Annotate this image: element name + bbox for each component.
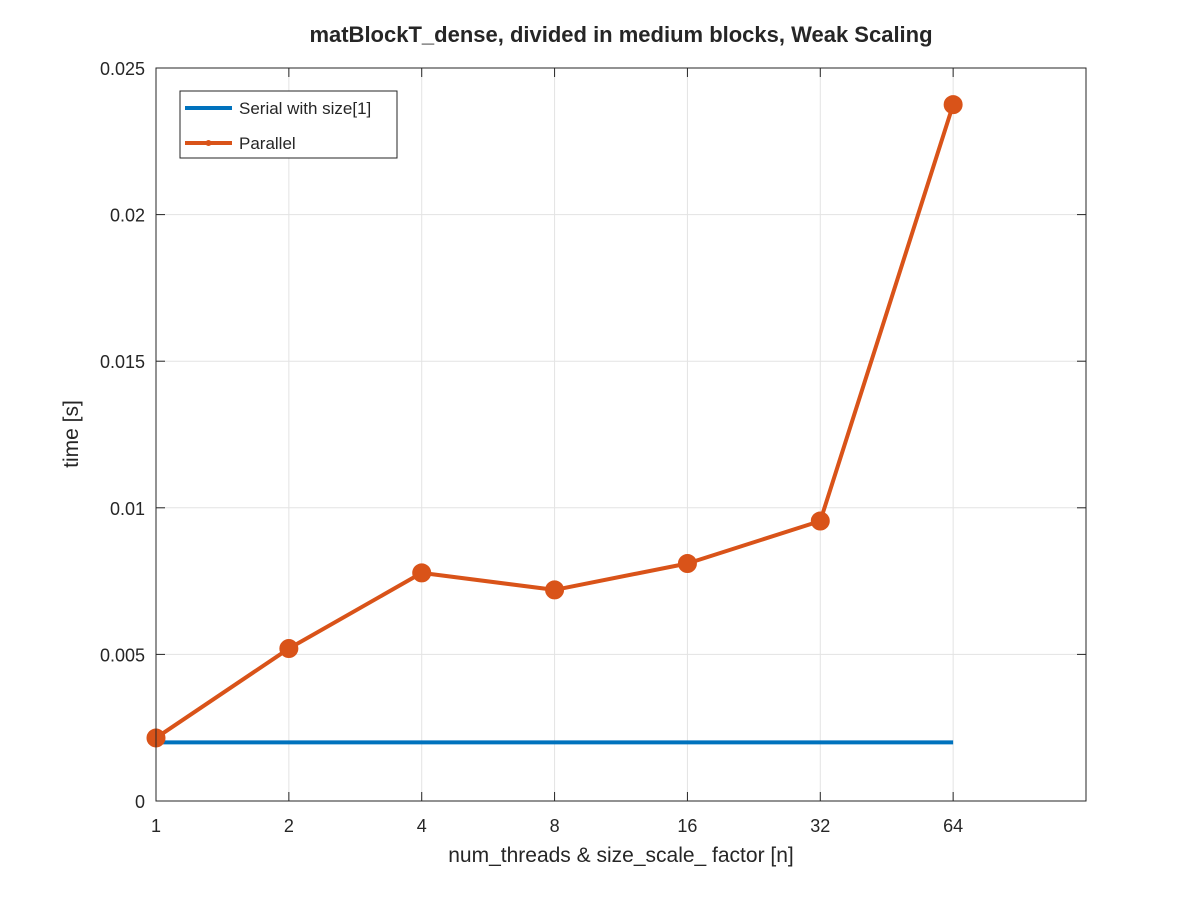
legend-label-serial: Serial with size[1]: [239, 99, 371, 118]
x-tick-label: 8: [550, 816, 560, 836]
series-layer: [146, 95, 963, 748]
y-tick-label: 0.01: [110, 499, 145, 519]
legend-marker-parallel: [205, 140, 212, 146]
axis-ticks: [155, 67, 1086, 802]
legend-box: [179, 90, 398, 159]
y-tick-label: 0.005: [100, 645, 145, 665]
data-point-1: [545, 580, 565, 600]
y-tick-label: 0.025: [100, 59, 145, 79]
y-axis-label: time [s]: [60, 400, 83, 468]
data-point-1: [279, 639, 299, 659]
x-tick-label: 4: [417, 816, 427, 836]
plot-frame: [155, 67, 1087, 802]
data-point-1: [943, 95, 963, 115]
axis-tick-labels: 1 2 4 8 16 32 64 0 0.005 0.01 0.015 0.02 0.025: [100, 59, 963, 836]
legend-label-parallel: Parallel: [239, 134, 296, 153]
x-tick-label: 1: [151, 816, 161, 836]
y-tick-label: 0.02: [110, 206, 145, 226]
plot-area: [156, 68, 1086, 801]
x-tick-label: 64: [943, 816, 963, 836]
x-axis-label: num_threads & size_scale_ factor [n]: [448, 844, 794, 867]
y-tick-label: 0: [135, 792, 145, 812]
data-point-1: [810, 511, 830, 531]
y-tick-label: 0.015: [100, 352, 145, 372]
data-point-1: [412, 563, 432, 583]
x-tick-label: 32: [810, 816, 830, 836]
chart-title: matBlockT_dense, divided in medium block…: [309, 22, 932, 47]
x-tick-label: 2: [284, 816, 294, 836]
legend: Serial with size[1] Parallel: [179, 90, 398, 159]
data-point-1: [677, 554, 697, 574]
x-tick-label: 16: [677, 816, 697, 836]
